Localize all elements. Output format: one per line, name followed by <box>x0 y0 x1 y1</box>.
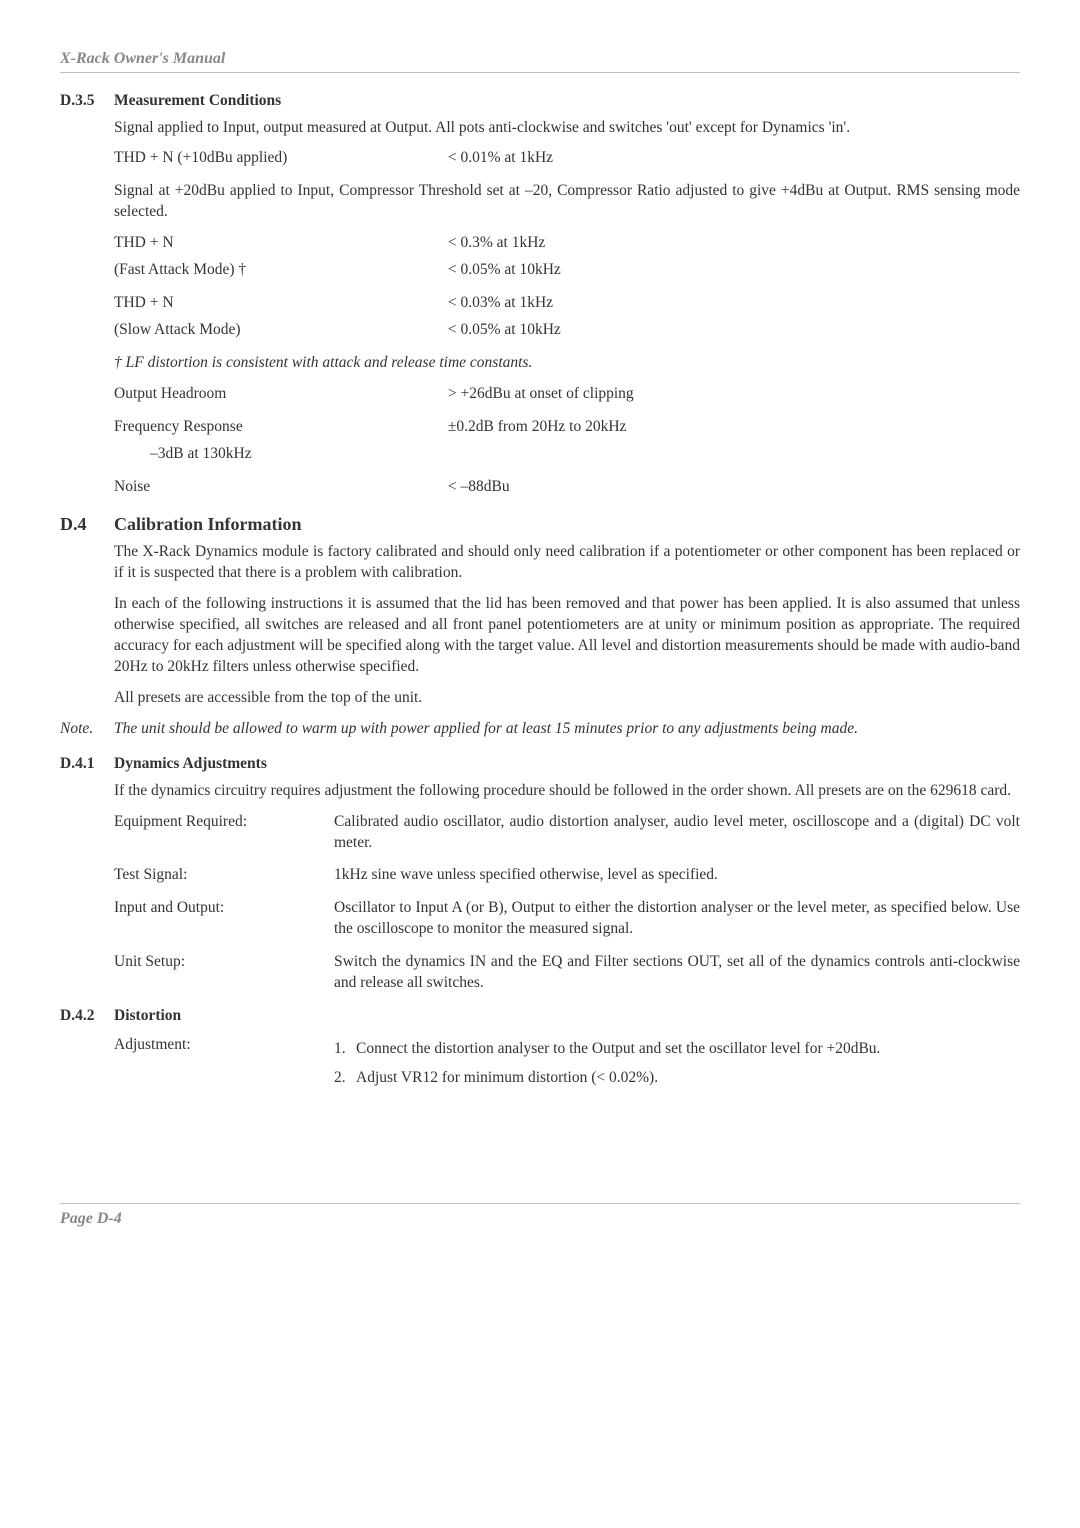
section-d42-body: Adjustment: 1. Connect the distortion an… <box>114 1035 1020 1093</box>
definition-row: Test Signal: 1kHz sine wave unless speci… <box>114 865 1020 886</box>
spec-value: < 0.03% at 1kHz <box>448 293 553 314</box>
spec-label: Output Headroom <box>114 384 444 405</box>
spec-row: THD + N < 0.3% at 1kHz <box>114 233 1020 254</box>
definition-row: Equipment Required: Calibrated audio osc… <box>114 812 1020 854</box>
definition-term: Input and Output: <box>114 898 334 940</box>
section-d41-heading: D.4.1Dynamics Adjustments <box>60 754 1020 775</box>
footer-rule <box>60 1203 1020 1204</box>
header-rule <box>60 72 1020 73</box>
spec-value: ±0.2dB from 20Hz to 20kHz <box>448 417 627 438</box>
spec-label: THD + N (+10dBu applied) <box>114 148 444 169</box>
definition-body: Oscillator to Input A (or B), Output to … <box>334 898 1020 940</box>
paragraph: In each of the following instructions it… <box>114 594 1020 678</box>
definition-term: Equipment Required: <box>114 812 334 854</box>
paragraph: The X-Rack Dynamics module is factory ca… <box>114 542 1020 584</box>
section-d41-body: If the dynamics circuitry requires adjus… <box>114 781 1020 994</box>
spec-row: –3dB at 130kHz <box>114 444 1020 465</box>
section-title: Calibration Information <box>114 514 302 534</box>
spec-value: < 0.01% at 1kHz <box>448 148 553 169</box>
footnote: † LF distortion is consistent with attac… <box>114 353 1020 374</box>
spec-value: < 0.05% at 10kHz <box>448 320 561 341</box>
list-number: 2. <box>334 1068 356 1089</box>
paragraph: If the dynamics circuitry requires adjus… <box>114 781 1020 802</box>
running-head: X-Rack Owner's Manual <box>60 48 1020 70</box>
section-title: Measurement Conditions <box>114 92 281 109</box>
definition-body: Calibrated audio oscillator, audio disto… <box>334 812 1020 854</box>
definition-row: Input and Output: Oscillator to Input A … <box>114 898 1020 940</box>
spec-row: THD + N < 0.03% at 1kHz <box>114 293 1020 314</box>
list-text: Connect the distortion analyser to the O… <box>356 1039 880 1060</box>
section-number: D.3.5 <box>60 91 114 112</box>
list-number: 1. <box>334 1039 356 1060</box>
paragraph: Signal applied to Input, output measured… <box>114 118 1020 139</box>
spec-value: < 0.05% at 10kHz <box>448 260 561 281</box>
definition-term: Unit Setup: <box>114 952 334 994</box>
section-number: D.4 <box>60 512 114 536</box>
spec-label: (Slow Attack Mode) <box>114 320 444 341</box>
spec-label: THD + N <box>114 233 444 254</box>
section-d35-body: Signal applied to Input, output measured… <box>114 118 1020 498</box>
spec-value: > +26dBu at onset of clipping <box>448 384 634 405</box>
page-number: Page D-4 <box>60 1208 1020 1230</box>
spec-label: –3dB at 130kHz <box>150 444 480 465</box>
section-title: Dynamics Adjustments <box>114 755 267 772</box>
spec-row: Noise < –88dBu <box>114 477 1020 498</box>
definition-row: Unit Setup: Switch the dynamics IN and t… <box>114 952 1020 994</box>
section-d42-heading: D.4.2Distortion <box>60 1006 1020 1027</box>
spec-label: Noise <box>114 477 444 498</box>
definition-row: Adjustment: 1. Connect the distortion an… <box>114 1035 1020 1093</box>
list-text: Adjust VR12 for minimum distortion (< 0.… <box>356 1068 658 1089</box>
note: Note. The unit should be allowed to warm… <box>60 719 1020 740</box>
paragraph: Signal at +20dBu applied to Input, Compr… <box>114 181 1020 223</box>
spec-label: (Fast Attack Mode) † <box>114 260 444 281</box>
section-d35-heading: D.3.5Measurement Conditions <box>60 91 1020 112</box>
definition-body: 1. Connect the distortion analyser to th… <box>334 1035 1020 1093</box>
section-d4-heading: D.4Calibration Information <box>60 512 1020 537</box>
spec-label: Frequency Response <box>114 417 444 438</box>
paragraph: All presets are accessible from the top … <box>114 688 1020 709</box>
definition-body: 1kHz sine wave unless specified otherwis… <box>334 865 1020 886</box>
section-d4-body: The X-Rack Dynamics module is factory ca… <box>114 542 1020 708</box>
spec-label: THD + N <box>114 293 444 314</box>
spec-row: THD + N (+10dBu applied) < 0.01% at 1kHz <box>114 148 1020 169</box>
section-title: Distortion <box>114 1007 181 1024</box>
definition-body: Switch the dynamics IN and the EQ and Fi… <box>334 952 1020 994</box>
section-number: D.4.1 <box>60 754 114 775</box>
spec-row: Frequency Response ±0.2dB from 20Hz to 2… <box>114 417 1020 438</box>
list-item: 2. Adjust VR12 for minimum distortion (<… <box>334 1068 1020 1089</box>
definition-term: Adjustment: <box>114 1035 334 1093</box>
spec-row: (Fast Attack Mode) † < 0.05% at 10kHz <box>114 260 1020 281</box>
spec-value: < 0.3% at 1kHz <box>448 233 545 254</box>
section-number: D.4.2 <box>60 1006 114 1027</box>
note-body: The unit should be allowed to warm up wi… <box>114 719 1020 740</box>
note-label: Note. <box>60 719 114 740</box>
spec-row: Output Headroom > +26dBu at onset of cli… <box>114 384 1020 405</box>
definition-term: Test Signal: <box>114 865 334 886</box>
list-item: 1. Connect the distortion analyser to th… <box>334 1039 1020 1060</box>
spec-value: < –88dBu <box>448 477 510 498</box>
spec-row: (Slow Attack Mode) < 0.05% at 10kHz <box>114 320 1020 341</box>
